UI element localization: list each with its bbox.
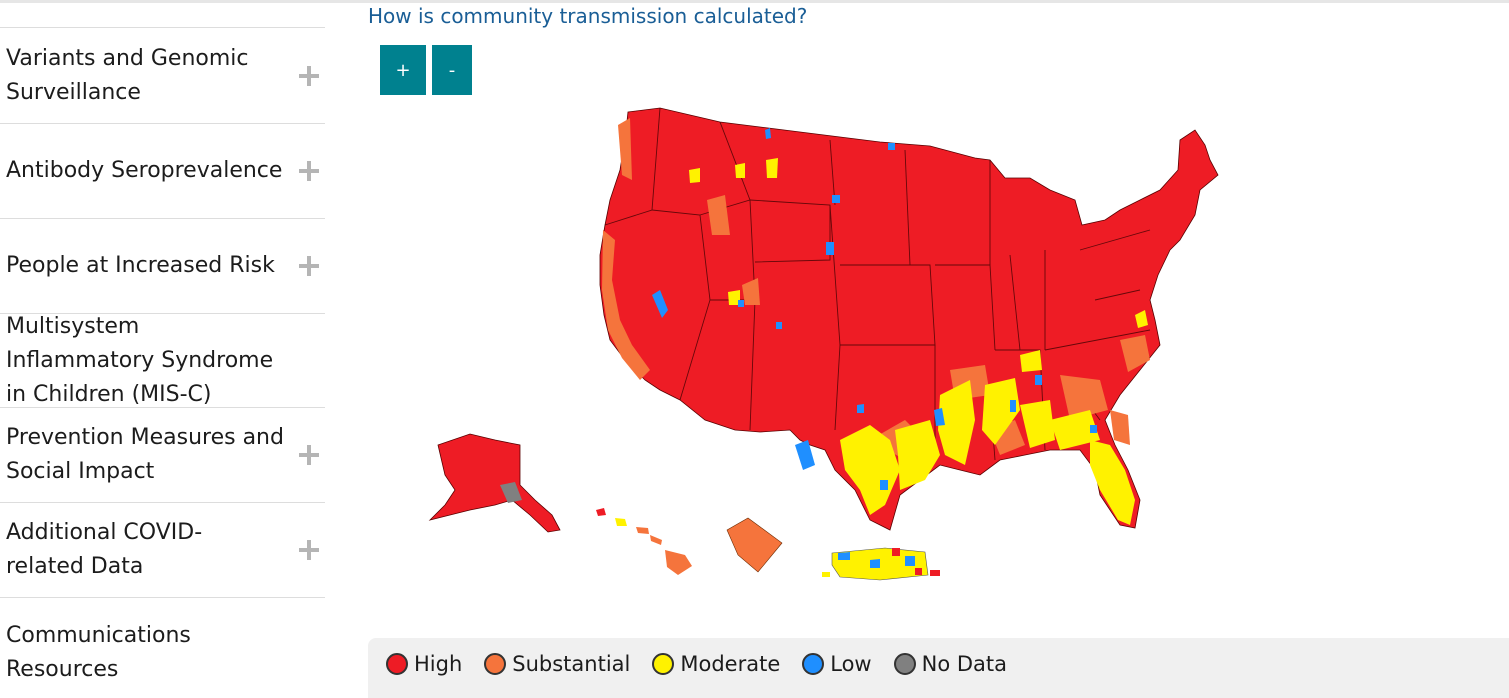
sidebar-item-additional-data[interactable]: Additional COVID-related Data — [0, 502, 325, 597]
legend-item-high[interactable]: High — [386, 652, 462, 676]
legend-item-no-data[interactable]: No Data — [893, 652, 1007, 676]
transmission-map[interactable] — [420, 100, 1240, 590]
map-region-hawaii[interactable] — [596, 508, 692, 575]
sidebar-item-communications[interactable]: Communications Resources — [0, 597, 325, 693]
moderate-areas — [689, 158, 1148, 525]
legend-item-low[interactable]: Low — [802, 652, 872, 676]
plus-icon[interactable] — [299, 65, 319, 86]
sidebar-item-label: Multisystem Inflammatory Syndrome in Chi… — [6, 313, 274, 407]
zoom-in-button[interactable]: + — [380, 45, 426, 95]
sidebar-item-antibody[interactable]: Antibody Seroprevalence — [0, 123, 325, 218]
sidebar-item-label: Prevention Measures and Social Impact — [6, 425, 284, 484]
sidebar-item-label: People at Increased Risk — [6, 253, 275, 278]
map-legend: High Substantial Moderate Low No Data — [368, 638, 1509, 698]
sidebar-item-label: Variants and Genomic Surveillance — [6, 45, 249, 105]
plus-icon[interactable] — [299, 445, 319, 465]
sidebar-item-increased-risk[interactable]: People at Increased Risk — [0, 218, 325, 313]
sidebar-item-label: Communications Resources — [6, 623, 191, 682]
top-divider — [0, 0, 1509, 3]
map-region-puerto-rico[interactable] — [822, 547, 940, 581]
map-region-territory[interactable] — [726, 517, 783, 573]
legend-label: No Data — [921, 652, 1007, 676]
low-areas — [652, 128, 1097, 490]
legend-label: Substantial — [512, 652, 631, 676]
legend-label: Moderate — [680, 652, 781, 676]
zoom-out-button[interactable]: - — [432, 45, 472, 95]
legend-item-moderate[interactable]: Moderate — [652, 652, 780, 676]
no-data-area — [500, 482, 522, 503]
sidebar-item-mis-c[interactable]: Multisystem Inflammatory Syndrome in Chi… — [0, 313, 325, 407]
plus-icon[interactable] — [299, 161, 319, 181]
legend-label: Low — [830, 652, 872, 676]
transmission-calculation-link[interactable]: How is community transmission calculated… — [368, 4, 808, 28]
legend-item-substantial[interactable]: Substantial — [484, 652, 630, 676]
sidebar-item-prevention[interactable]: Prevention Measures and Social Impact — [0, 407, 325, 502]
map-region-alaska[interactable] — [428, 433, 561, 533]
plus-icon[interactable] — [299, 256, 319, 276]
sidebar-nav: Variants and Genomic Surveillance Antibo… — [0, 27, 325, 693]
sidebar-item-variants[interactable]: Variants and Genomic Surveillance — [0, 27, 325, 123]
sidebar-item-label: Additional COVID-related Data — [6, 520, 203, 579]
plus-icon[interactable] — [299, 540, 319, 560]
sidebar-item-label: Antibody Seroprevalence — [6, 158, 283, 183]
legend-label: High — [414, 652, 463, 676]
